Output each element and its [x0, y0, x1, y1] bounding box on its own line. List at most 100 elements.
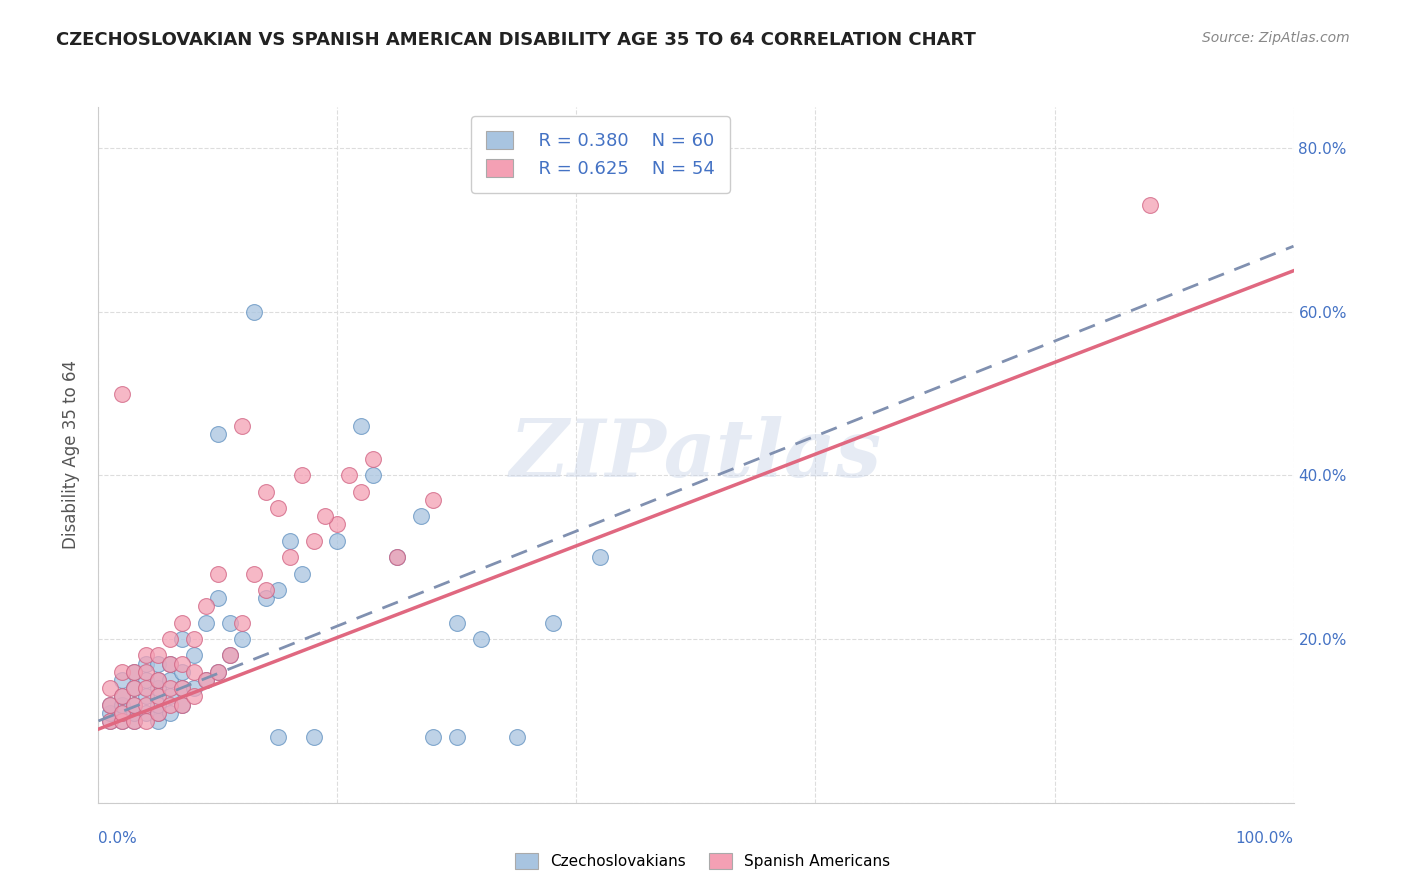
Point — [363, 468, 385, 483]
Point — [302, 731, 325, 745]
Point — [302, 533, 325, 548]
Point — [98, 698, 122, 712]
Point — [148, 673, 170, 687]
Point — [219, 648, 242, 663]
Point — [385, 550, 409, 565]
Point — [111, 665, 134, 679]
Point — [207, 427, 229, 442]
Point — [159, 706, 181, 720]
Point — [124, 665, 146, 679]
Point — [135, 665, 157, 679]
Point — [267, 731, 290, 745]
Point — [194, 673, 218, 687]
Point — [207, 566, 229, 581]
Point — [135, 681, 157, 696]
Point — [183, 681, 205, 696]
Point — [135, 714, 157, 728]
Point — [470, 632, 492, 646]
Point — [446, 731, 468, 745]
Point — [159, 698, 181, 712]
Point — [350, 484, 373, 499]
Point — [219, 648, 242, 663]
Point — [243, 304, 266, 318]
Point — [148, 706, 170, 720]
Point — [124, 681, 146, 696]
Point — [111, 690, 134, 704]
Point — [159, 690, 181, 704]
Point — [172, 657, 194, 671]
Point — [148, 706, 170, 720]
Point — [278, 550, 301, 565]
Point — [278, 533, 301, 548]
Point — [135, 690, 157, 704]
Point — [135, 657, 157, 671]
Text: 0.0%: 0.0% — [98, 831, 138, 846]
Point — [148, 690, 170, 704]
Point — [98, 714, 122, 728]
Point — [172, 615, 194, 630]
Legend:   R = 0.380    N = 60,   R = 0.625    N = 54: R = 0.380 N = 60, R = 0.625 N = 54 — [471, 116, 730, 193]
Point — [326, 517, 349, 532]
Point — [183, 648, 205, 663]
Point — [231, 632, 253, 646]
Point — [183, 665, 205, 679]
Point — [541, 615, 564, 630]
Point — [98, 698, 122, 712]
Point — [135, 698, 157, 712]
Point — [148, 698, 170, 712]
Point — [148, 657, 170, 671]
Point — [159, 673, 181, 687]
Point — [111, 673, 134, 687]
Point — [446, 615, 468, 630]
Point — [135, 648, 157, 663]
Point — [207, 665, 229, 679]
Point — [422, 731, 444, 745]
Point — [148, 673, 170, 687]
Point — [111, 690, 134, 704]
Point — [231, 615, 253, 630]
Point — [411, 509, 433, 524]
Point — [111, 714, 134, 728]
Point — [315, 509, 337, 524]
Point — [207, 665, 229, 679]
Point — [124, 665, 146, 679]
Point — [254, 484, 277, 499]
Point — [194, 673, 218, 687]
Point — [267, 501, 290, 516]
Point — [183, 690, 205, 704]
Text: CZECHOSLOVAKIAN VS SPANISH AMERICAN DISABILITY AGE 35 TO 64 CORRELATION CHART: CZECHOSLOVAKIAN VS SPANISH AMERICAN DISA… — [56, 31, 976, 49]
Point — [111, 706, 134, 720]
Point — [339, 468, 360, 483]
Point — [135, 706, 157, 720]
Point — [243, 566, 266, 581]
Point — [194, 599, 218, 614]
Point — [172, 632, 194, 646]
Point — [124, 714, 146, 728]
Point — [1139, 198, 1161, 212]
Point — [111, 706, 134, 720]
Text: 100.0%: 100.0% — [1236, 831, 1294, 846]
Point — [148, 648, 170, 663]
Point — [422, 492, 444, 507]
Point — [291, 566, 314, 581]
Point — [363, 452, 385, 467]
Point — [267, 582, 290, 597]
Point — [124, 714, 146, 728]
Point — [254, 591, 277, 606]
Point — [350, 419, 373, 434]
Point — [172, 665, 194, 679]
Point — [124, 698, 146, 712]
Point — [98, 714, 122, 728]
Point — [172, 681, 194, 696]
Point — [183, 632, 205, 646]
Point — [159, 632, 181, 646]
Point — [111, 698, 134, 712]
Point — [124, 698, 146, 712]
Point — [254, 582, 277, 597]
Point — [506, 731, 529, 745]
Point — [231, 419, 253, 434]
Point — [111, 714, 134, 728]
Point — [589, 550, 612, 565]
Point — [207, 591, 229, 606]
Point — [194, 615, 218, 630]
